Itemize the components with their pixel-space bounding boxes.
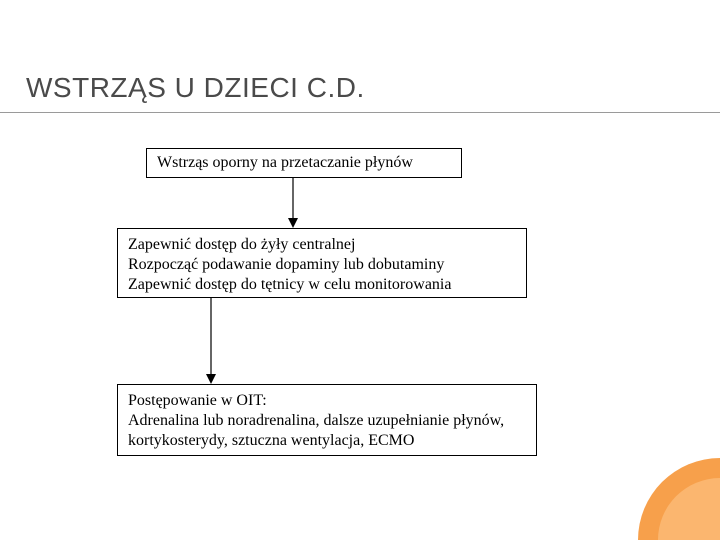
flow-box-3-line-2: Adrenalina lub noradrenalina, dalsze uzu… — [128, 411, 526, 451]
flow-box-2: Zapewnić dostęp do żyły centralnej Rozpo… — [117, 228, 527, 298]
flow-box-3: Postępowanie w OIT: Adrenalina lub norad… — [117, 384, 537, 456]
corner-decoration — [600, 420, 720, 540]
flow-box-2-line-1: Zapewnić dostęp do żyły centralnej — [128, 235, 516, 255]
flow-box-2-line-2: Rozpocząć podawanie dopaminy lub dobutam… — [128, 255, 516, 275]
title-underline — [0, 112, 720, 113]
slide: WSTRZĄS U DZIECI C.D. Wstrząs oporny na … — [0, 0, 720, 540]
arrow-1 — [285, 178, 301, 228]
flow-box-3-line-1: Postępowanie w OIT: — [128, 391, 526, 411]
flow-box-1-text: Wstrząs oporny na przetaczanie płynów — [157, 154, 413, 171]
arrow-2 — [203, 298, 219, 384]
slide-title: WSTRZĄS U DZIECI C.D. — [26, 72, 365, 104]
flow-box-2-line-3: Zapewnić dostęp do tętnicy w celu monito… — [128, 275, 516, 295]
flow-box-1: Wstrząs oporny na przetaczanie płynów — [146, 148, 462, 178]
